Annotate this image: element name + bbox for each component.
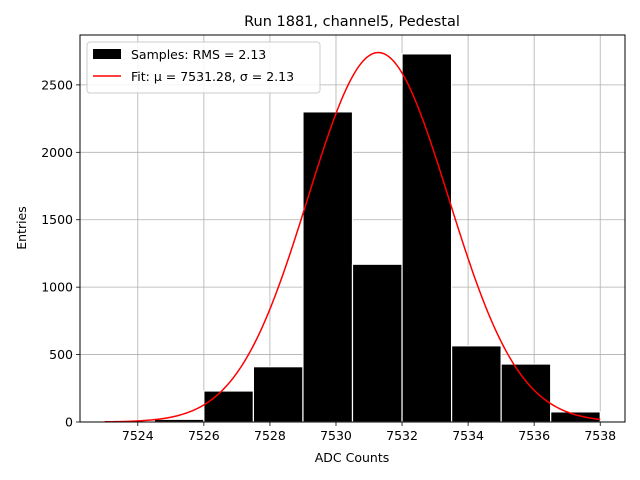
x-tick-label: 7536: [518, 428, 550, 443]
y-tick-label: 500: [49, 347, 73, 362]
x-tick-label: 7528: [254, 428, 286, 443]
plot-frame: [79, 34, 626, 423]
y-tick-label: 1000: [41, 280, 73, 295]
y-tick-label: 2500: [41, 77, 73, 92]
histogram-bars: [104, 53, 601, 423]
y-tick-label: 1500: [41, 212, 73, 227]
y-axis-label: Entries: [14, 206, 29, 250]
legend: Samples: RMS = 2.13 Fit: μ = 7531.28, σ …: [86, 41, 321, 94]
histogram-bar: [351, 263, 403, 423]
x-axis-label: ADC Counts: [315, 450, 390, 465]
x-tick-label: 7538: [584, 428, 616, 443]
x-tick-label: 7524: [122, 428, 154, 443]
y-tick-label: 2000: [41, 145, 73, 160]
legend-swatch-samples: [93, 49, 121, 59]
x-tick-label: 7530: [320, 428, 352, 443]
fit-curve: [104, 51, 601, 423]
x-tick-label: 7532: [386, 428, 418, 443]
histogram-bar: [450, 345, 502, 423]
y-axis-ticks: 0 500 1000 1500 2000 2500: [41, 77, 80, 430]
x-tick-label: 7534: [452, 428, 484, 443]
legend-label-fit: Fit: μ = 7531.28, σ = 2.13: [131, 69, 294, 84]
legend-label-samples: Samples: RMS = 2.13: [131, 47, 266, 62]
legend-box: [86, 41, 321, 94]
x-axis-ticks: 7524 7526 7528 7530 7532 7534 7536 7538: [122, 422, 616, 443]
histogram-bar: [203, 390, 255, 423]
chart-title: Run 1881, channel5, Pedestal: [244, 14, 460, 30]
x-tick-label: 7526: [188, 428, 220, 443]
histogram-bar: [401, 53, 453, 423]
histogram-bar: [302, 111, 354, 423]
histogram-bar: [500, 363, 552, 423]
histogram-bar: [550, 411, 601, 423]
y-tick-label: 0: [65, 415, 73, 430]
histogram-bar: [252, 366, 304, 423]
